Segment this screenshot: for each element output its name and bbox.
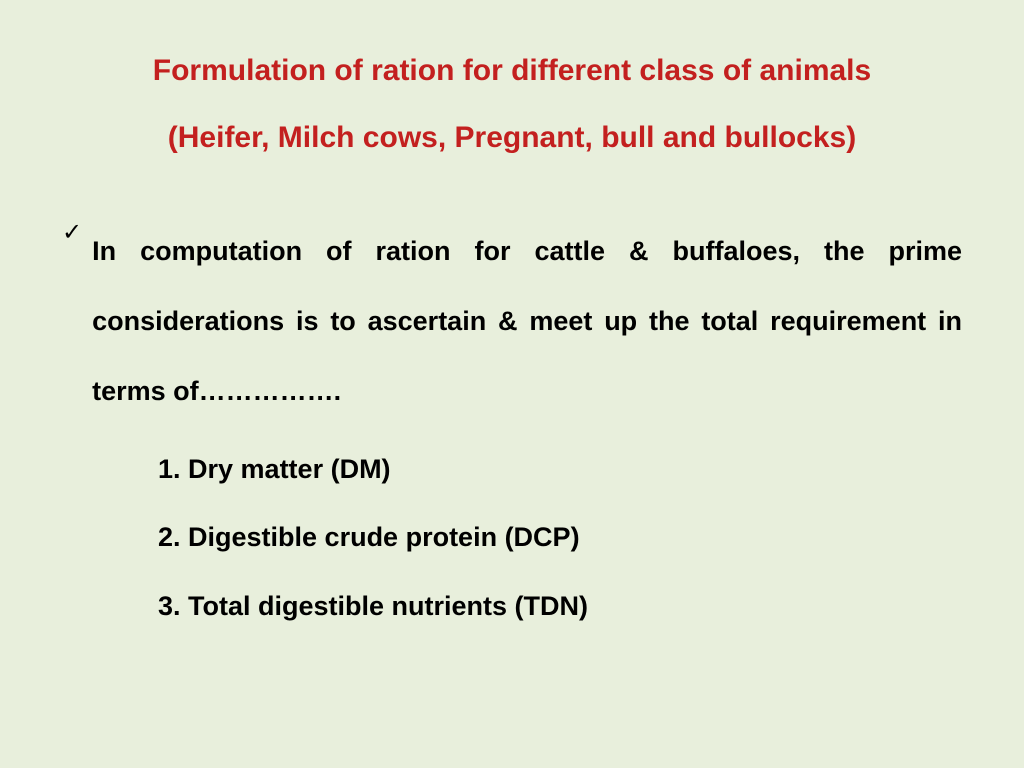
numbered-list: 1. Dry matter (DM) 2. Digestible crude p… [158, 435, 962, 642]
checkmark-icon: ✓ [62, 218, 82, 247]
list-item: 2. Digestible crude protein (DCP) [158, 503, 962, 572]
title-line-1: Formulation of ration for different clas… [62, 48, 962, 93]
title-block: Formulation of ration for different clas… [62, 48, 962, 160]
list-item: 1. Dry matter (DM) [158, 435, 962, 504]
bullet-row: ✓ In computation of ration for cattle & … [62, 216, 962, 427]
body-text: In computation of ration for cattle & bu… [92, 216, 962, 427]
slide: Formulation of ration for different clas… [0, 0, 1024, 768]
list-item: 3. Total digestible nutrients (TDN) [158, 572, 962, 641]
title-line-2: (Heifer, Milch cows, Pregnant, bull and … [62, 115, 962, 160]
